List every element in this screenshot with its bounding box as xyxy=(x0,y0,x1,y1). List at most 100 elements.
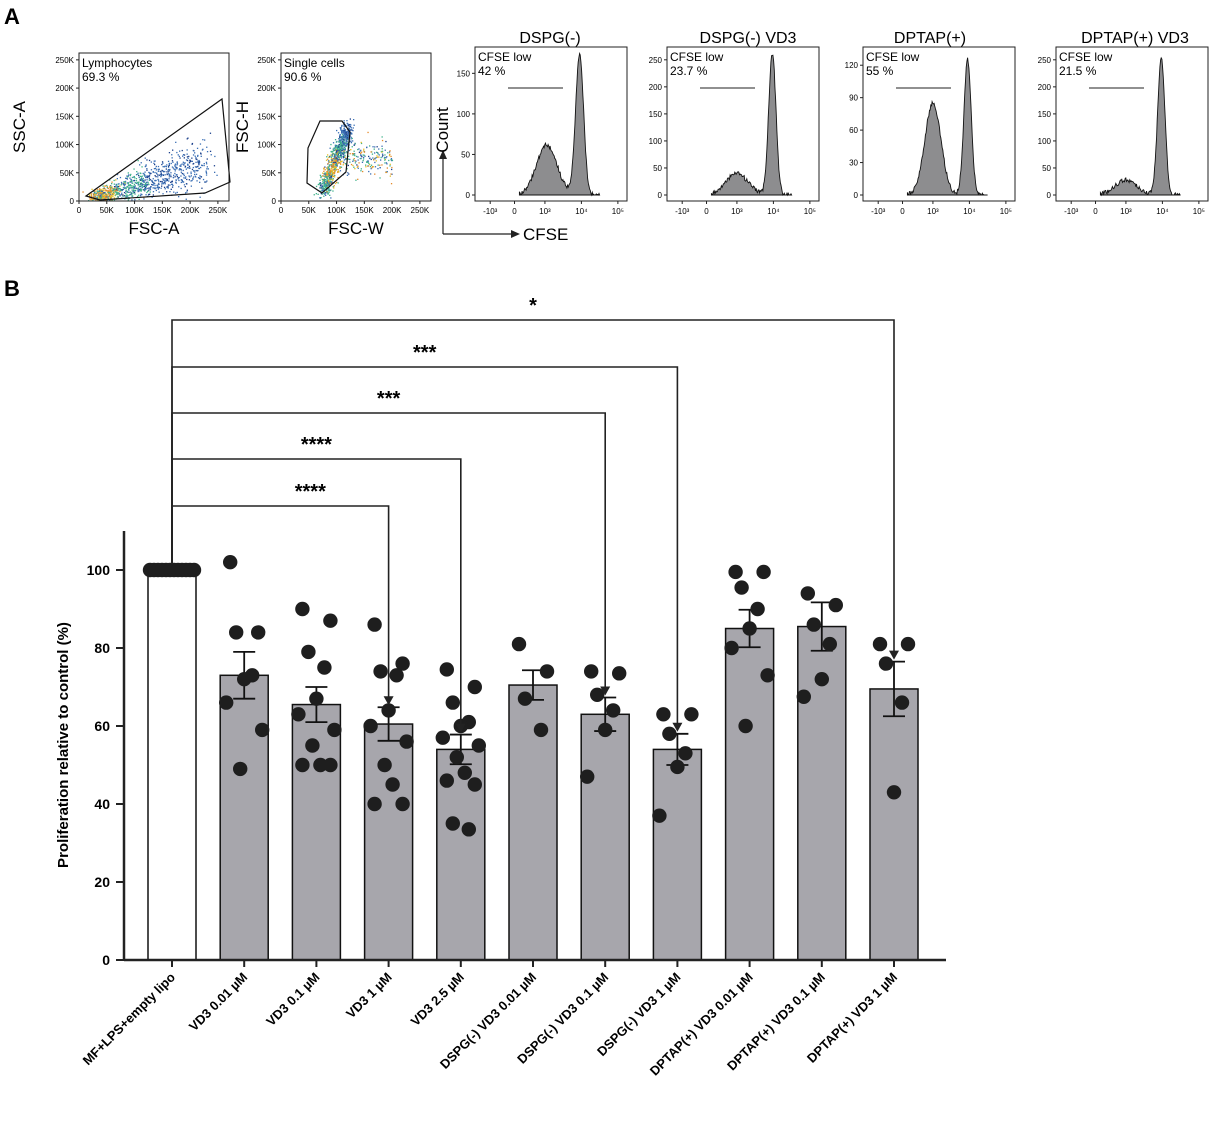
event-dot xyxy=(334,153,336,155)
event-dot xyxy=(153,168,156,170)
event-dot xyxy=(338,154,340,157)
event-dot xyxy=(321,187,323,189)
event-dot xyxy=(135,180,138,182)
event-dot xyxy=(202,148,204,150)
event-dot xyxy=(214,155,216,158)
event-dot xyxy=(140,179,143,182)
event-dot xyxy=(140,182,142,184)
event-dot xyxy=(175,174,177,176)
event-dot xyxy=(148,179,150,181)
event-dot xyxy=(119,188,121,190)
event-dot xyxy=(194,166,197,168)
event-dot xyxy=(328,174,330,176)
event-dot xyxy=(386,171,388,173)
event-dot xyxy=(161,182,163,184)
data-point xyxy=(295,757,310,773)
event-dot xyxy=(165,180,167,182)
event-dot xyxy=(191,168,194,171)
event-dot xyxy=(123,183,125,185)
event-dot xyxy=(145,184,147,187)
event-dot xyxy=(112,190,115,192)
event-dot xyxy=(143,185,145,188)
event-dot xyxy=(351,129,353,131)
event-dot xyxy=(214,171,216,173)
event-dot xyxy=(141,176,143,178)
event-dot xyxy=(340,154,342,156)
event-dot xyxy=(132,191,134,193)
x-axis-title: FSC-A xyxy=(129,219,181,238)
event-dot xyxy=(338,162,341,164)
data-point xyxy=(317,660,332,675)
event-dot xyxy=(116,192,118,194)
event-dot xyxy=(206,146,208,148)
plot-frame xyxy=(666,46,820,202)
event-dot xyxy=(348,173,350,175)
event-dot xyxy=(117,189,120,191)
event-dot xyxy=(202,178,205,181)
event-dot xyxy=(366,160,368,163)
event-dot xyxy=(192,163,194,165)
event-dot xyxy=(145,194,147,196)
event-dot xyxy=(138,174,140,177)
event-dot xyxy=(111,195,113,197)
count-arrow-head xyxy=(439,150,447,159)
event-dot xyxy=(358,151,361,153)
y-tick-label: 100K xyxy=(257,141,276,150)
scatter-density-dots xyxy=(82,132,218,202)
x-tick-label: 10³ xyxy=(539,207,551,216)
event-dot xyxy=(203,163,205,165)
event-dot xyxy=(106,196,108,198)
event-dot xyxy=(332,164,335,166)
event-dot xyxy=(197,154,199,157)
event-dot xyxy=(144,171,146,173)
event-dot xyxy=(337,152,339,155)
event-dot xyxy=(126,186,128,188)
event-dot xyxy=(347,133,349,135)
event-dot xyxy=(107,196,109,198)
event-dot xyxy=(369,145,371,147)
event-dot xyxy=(174,165,176,167)
event-dot xyxy=(155,176,157,178)
event-dot xyxy=(206,151,209,153)
data-point xyxy=(590,687,605,702)
event-dot xyxy=(136,181,138,184)
event-dot xyxy=(197,161,199,164)
event-dot xyxy=(326,180,328,182)
event-dot xyxy=(342,141,344,143)
event-dot xyxy=(321,190,323,192)
event-dot xyxy=(330,178,332,180)
event-dot xyxy=(352,140,354,142)
event-dot xyxy=(100,195,102,197)
event-dot xyxy=(391,168,393,171)
bar xyxy=(652,748,703,961)
event-dot xyxy=(348,132,350,134)
event-dot xyxy=(103,196,105,198)
event-dot xyxy=(95,192,97,194)
cfse-low-value: 42 % xyxy=(478,64,506,78)
event-dot xyxy=(168,173,170,175)
event-dot xyxy=(185,192,187,194)
event-dot xyxy=(117,191,119,193)
event-dot xyxy=(389,153,391,155)
x-tick-label: 100K xyxy=(125,206,144,215)
event-dot xyxy=(145,186,147,188)
event-dot xyxy=(329,147,331,149)
event-dot xyxy=(183,162,185,164)
event-dot xyxy=(152,178,154,180)
data-point xyxy=(900,636,916,652)
event-dot xyxy=(374,146,376,148)
x-category-label: MF+LPS+empty lipo xyxy=(80,969,179,1068)
event-dot xyxy=(339,151,342,153)
event-dot xyxy=(330,154,332,156)
event-dot xyxy=(323,189,325,191)
event-dot xyxy=(329,155,331,158)
event-dot xyxy=(326,175,328,177)
event-dot xyxy=(333,157,335,159)
event-dot xyxy=(110,194,112,196)
event-dot xyxy=(376,155,378,157)
event-dot xyxy=(90,198,93,200)
event-dot xyxy=(195,158,197,160)
event-dot xyxy=(317,193,319,195)
event-dot xyxy=(343,134,345,136)
event-dot xyxy=(163,186,166,188)
